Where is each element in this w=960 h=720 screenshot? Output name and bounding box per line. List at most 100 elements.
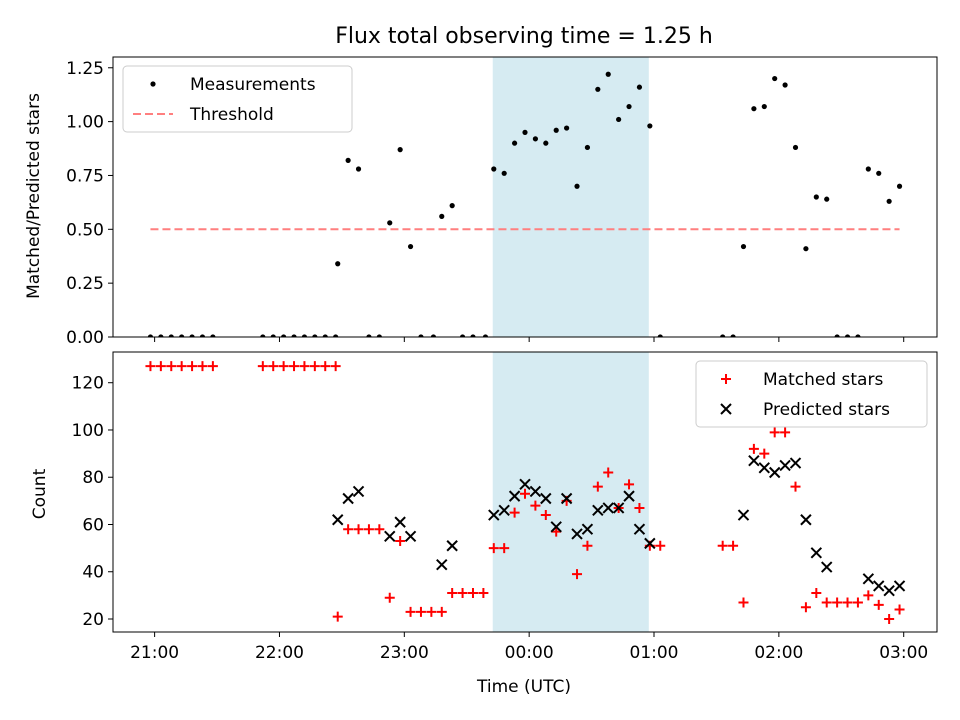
measurements-point — [482, 334, 489, 337]
measurements-point — [260, 334, 266, 337]
bottom-y-tick-label: 40 — [82, 563, 104, 583]
matched-stars-point — [499, 543, 510, 554]
matched-stars-point — [257, 361, 268, 372]
measurements-point — [626, 103, 632, 110]
measurements-point — [886, 198, 892, 204]
measurements-point — [751, 106, 757, 112]
measurements-point — [616, 116, 622, 123]
top-y-tick-label: 0.50 — [66, 220, 104, 240]
x-tick-label: 23:00 — [380, 643, 429, 663]
top-y-axis-label: Matched/Predicted stars — [24, 93, 44, 299]
measurements-point — [834, 334, 840, 337]
measurements-point — [824, 196, 830, 202]
matched-stars-point — [852, 597, 863, 608]
matched-stars-point — [187, 361, 198, 372]
matched-stars-point — [572, 569, 583, 580]
matched-stars-point — [717, 540, 728, 551]
x-tick-label: 01:00 — [630, 643, 679, 663]
bottom-y-tick-label: 20 — [82, 610, 104, 630]
measurements-point — [270, 334, 276, 337]
matched-stars-point — [655, 540, 666, 551]
bottom-legend: Matched stars Predicted stars — [695, 360, 928, 428]
matched-stars-point — [790, 481, 801, 492]
predicted-stars-point — [404, 530, 417, 543]
bottom-y-tick-label: 100 — [72, 421, 104, 441]
matched-stars-point — [520, 488, 530, 499]
matched-stars-point — [457, 588, 468, 599]
predicted-stars-point — [498, 504, 510, 517]
bottom-legend-box — [695, 360, 928, 428]
top-axes-frame — [112, 56, 938, 338]
measurements-point — [844, 334, 851, 337]
bottom-y-tick-label: 120 — [72, 374, 104, 394]
measurements-point — [376, 334, 382, 337]
matched-stars-point — [155, 361, 166, 372]
top-y-tick-label: 0.75 — [66, 166, 104, 186]
measurements-point — [657, 334, 663, 337]
predicted-stars-point — [612, 502, 625, 514]
bottom-y-tick-label: 60 — [82, 515, 104, 535]
predicted-stars-point — [602, 502, 614, 514]
matched-stars-point — [582, 540, 593, 551]
predicted-stars-point — [644, 537, 656, 550]
measurements-point — [896, 183, 903, 189]
matched-stars-point — [426, 606, 437, 617]
matched-stars-point — [353, 524, 364, 535]
threshold-legend-label: Threshold — [189, 105, 274, 125]
matched-stars-point — [821, 597, 832, 608]
measurements-point — [740, 243, 747, 250]
measurements-legend-label: Measurements — [190, 75, 316, 95]
measurements-point — [522, 129, 528, 135]
measurements-point — [322, 334, 328, 337]
measurements-point — [543, 140, 549, 146]
bottom-panel: 20 40 60 80 100 120 21:00 22:00 23:00 00:00 01:00 0… — [72, 351, 938, 663]
matched-stars-point — [603, 467, 614, 478]
measurements-point — [491, 166, 497, 172]
matched-stars-point — [832, 597, 843, 608]
measurements-point — [501, 170, 507, 176]
measurements-point — [439, 213, 445, 219]
matched-stars-point — [343, 524, 354, 535]
measurements-point — [564, 125, 570, 131]
matched-stars-point — [592, 481, 603, 492]
predicted-stars-point — [633, 523, 646, 535]
bottom-data — [145, 361, 906, 625]
x-tick-label: 02:00 — [754, 643, 803, 663]
measurements-point — [312, 334, 318, 337]
matched-stars-point — [800, 602, 811, 613]
matched-stars-point — [634, 502, 645, 513]
predicted-stars-point — [352, 485, 365, 498]
matched-stars-point — [478, 588, 489, 599]
predicted-stars-point — [394, 516, 406, 528]
top-data — [147, 71, 903, 337]
measurements-point — [281, 334, 287, 337]
matched-stars-point — [207, 361, 218, 372]
measurements-point — [511, 140, 518, 146]
measurements-point — [855, 334, 861, 337]
measurements-point — [574, 183, 580, 189]
top-highlight-band — [492, 57, 649, 337]
predicted-stars-point — [810, 547, 823, 559]
top-y-tick-label: 0.25 — [66, 274, 104, 294]
top-legend: Measurements Threshold — [122, 65, 353, 133]
measurements-point — [876, 170, 882, 176]
matched-stars-point — [268, 361, 279, 372]
x-axis-label: Time (UTC) — [476, 677, 571, 697]
predicted-stars-point — [488, 509, 500, 521]
matched-stars-point — [769, 427, 780, 438]
matched-stars-point — [842, 597, 853, 608]
predicted-stars-point — [384, 530, 396, 543]
predicted-stars-point — [508, 490, 521, 502]
predicted-stars-point — [519, 478, 531, 491]
matched-stars-point — [894, 604, 905, 615]
matched-stars-legend-label: Matched stars — [763, 370, 883, 390]
matched-stars-point — [299, 361, 310, 372]
matched-stars-point — [811, 588, 822, 599]
x-tick-label: 00:00 — [505, 643, 554, 663]
measurements-point — [459, 334, 466, 337]
measurements-point — [147, 334, 154, 337]
matched-stars-point — [467, 588, 478, 599]
matched-stars-point — [530, 500, 541, 511]
predicted-stars-legend-marker — [720, 403, 732, 415]
measurements-point — [605, 71, 611, 77]
